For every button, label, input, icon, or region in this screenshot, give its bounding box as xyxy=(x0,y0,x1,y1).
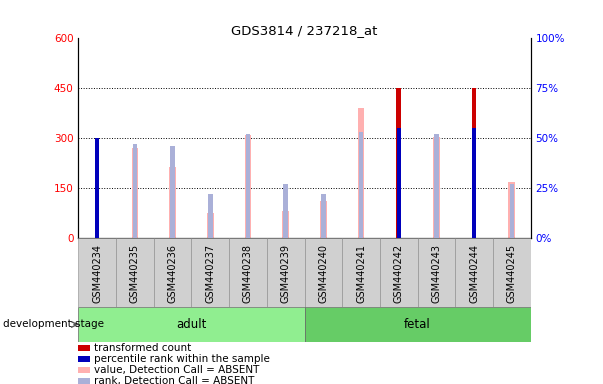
Bar xyxy=(95,138,99,238)
Bar xyxy=(78,367,90,373)
Bar xyxy=(282,212,289,238)
Text: GSM440240: GSM440240 xyxy=(318,243,329,303)
Bar xyxy=(321,194,326,238)
Bar xyxy=(78,345,90,351)
Bar xyxy=(78,238,116,307)
Bar xyxy=(95,138,99,238)
Bar xyxy=(493,238,531,307)
Bar xyxy=(208,194,213,238)
Bar xyxy=(472,128,476,238)
Bar xyxy=(171,146,175,238)
Text: value, Detection Call = ABSENT: value, Detection Call = ABSENT xyxy=(94,365,260,375)
Bar xyxy=(510,184,514,238)
Bar xyxy=(472,88,476,238)
Bar xyxy=(245,135,251,238)
Title: GDS3814 / 237218_at: GDS3814 / 237218_at xyxy=(232,24,377,37)
Bar xyxy=(192,238,229,307)
Bar xyxy=(207,213,213,238)
Bar xyxy=(305,307,531,342)
Text: GSM440242: GSM440242 xyxy=(394,243,404,303)
Bar xyxy=(154,238,192,307)
Text: rank, Detection Call = ABSENT: rank, Detection Call = ABSENT xyxy=(94,376,254,384)
Text: fetal: fetal xyxy=(404,318,431,331)
Bar xyxy=(455,238,493,307)
Bar xyxy=(131,148,138,238)
Bar xyxy=(508,182,515,238)
Text: GSM440239: GSM440239 xyxy=(280,243,291,303)
Text: GSM440245: GSM440245 xyxy=(507,243,517,303)
Bar xyxy=(229,238,267,307)
Bar xyxy=(305,238,343,307)
Bar xyxy=(397,128,400,238)
Bar xyxy=(133,144,137,238)
Bar xyxy=(380,238,417,307)
Bar xyxy=(320,202,327,238)
Bar xyxy=(433,137,440,238)
Text: GSM440235: GSM440235 xyxy=(130,243,140,303)
Bar xyxy=(116,238,154,307)
Text: development stage: development stage xyxy=(3,319,104,329)
Bar xyxy=(267,238,305,307)
Text: transformed count: transformed count xyxy=(94,343,192,353)
Text: GSM440236: GSM440236 xyxy=(168,243,178,303)
Bar xyxy=(246,134,250,238)
Text: GSM440241: GSM440241 xyxy=(356,243,366,303)
Bar xyxy=(169,167,176,238)
Bar xyxy=(283,184,288,238)
Bar xyxy=(78,307,305,342)
Bar xyxy=(343,238,380,307)
Text: GSM440243: GSM440243 xyxy=(431,243,441,303)
Bar xyxy=(78,378,90,384)
Text: GSM440234: GSM440234 xyxy=(92,243,103,303)
Text: GSM440238: GSM440238 xyxy=(243,243,253,303)
Bar xyxy=(358,108,364,238)
Bar xyxy=(78,356,90,362)
Text: GSM440244: GSM440244 xyxy=(469,243,479,303)
Text: percentile rank within the sample: percentile rank within the sample xyxy=(94,354,270,364)
Bar xyxy=(359,132,363,238)
Bar xyxy=(417,238,455,307)
Bar xyxy=(434,134,439,238)
Bar xyxy=(397,88,401,238)
Text: adult: adult xyxy=(176,318,207,331)
Text: GSM440237: GSM440237 xyxy=(205,243,215,303)
